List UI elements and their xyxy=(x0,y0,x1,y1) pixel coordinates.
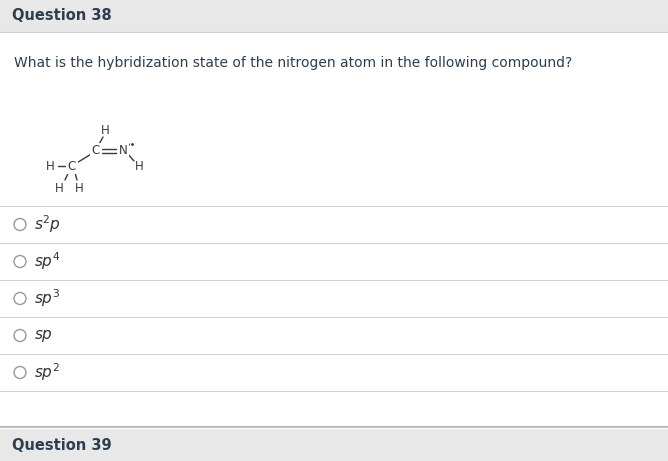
Text: H: H xyxy=(45,160,54,172)
Text: N: N xyxy=(119,144,128,158)
Text: $sp^3$: $sp^3$ xyxy=(34,288,60,309)
Bar xyxy=(0,0,668,32)
Circle shape xyxy=(14,219,26,230)
Bar xyxy=(0,429,668,461)
Text: What is the hybridization state of the nitrogen atom in the following compound?: What is the hybridization state of the n… xyxy=(14,56,572,70)
Text: Question 39: Question 39 xyxy=(12,437,112,453)
Text: $s^2p$: $s^2p$ xyxy=(34,213,61,236)
Circle shape xyxy=(14,292,26,305)
Text: C: C xyxy=(68,160,76,172)
Text: H: H xyxy=(101,124,110,136)
Text: H: H xyxy=(75,182,84,195)
Text: H: H xyxy=(135,160,144,173)
Text: H: H xyxy=(55,182,63,195)
Text: $sp^2$: $sp^2$ xyxy=(34,361,60,384)
Circle shape xyxy=(14,255,26,267)
Text: Question 38: Question 38 xyxy=(12,8,112,24)
Text: $sp^4$: $sp^4$ xyxy=(34,251,61,272)
Circle shape xyxy=(14,366,26,378)
Text: C: C xyxy=(92,144,100,158)
Circle shape xyxy=(14,330,26,342)
Text: $sp$: $sp$ xyxy=(34,327,53,343)
